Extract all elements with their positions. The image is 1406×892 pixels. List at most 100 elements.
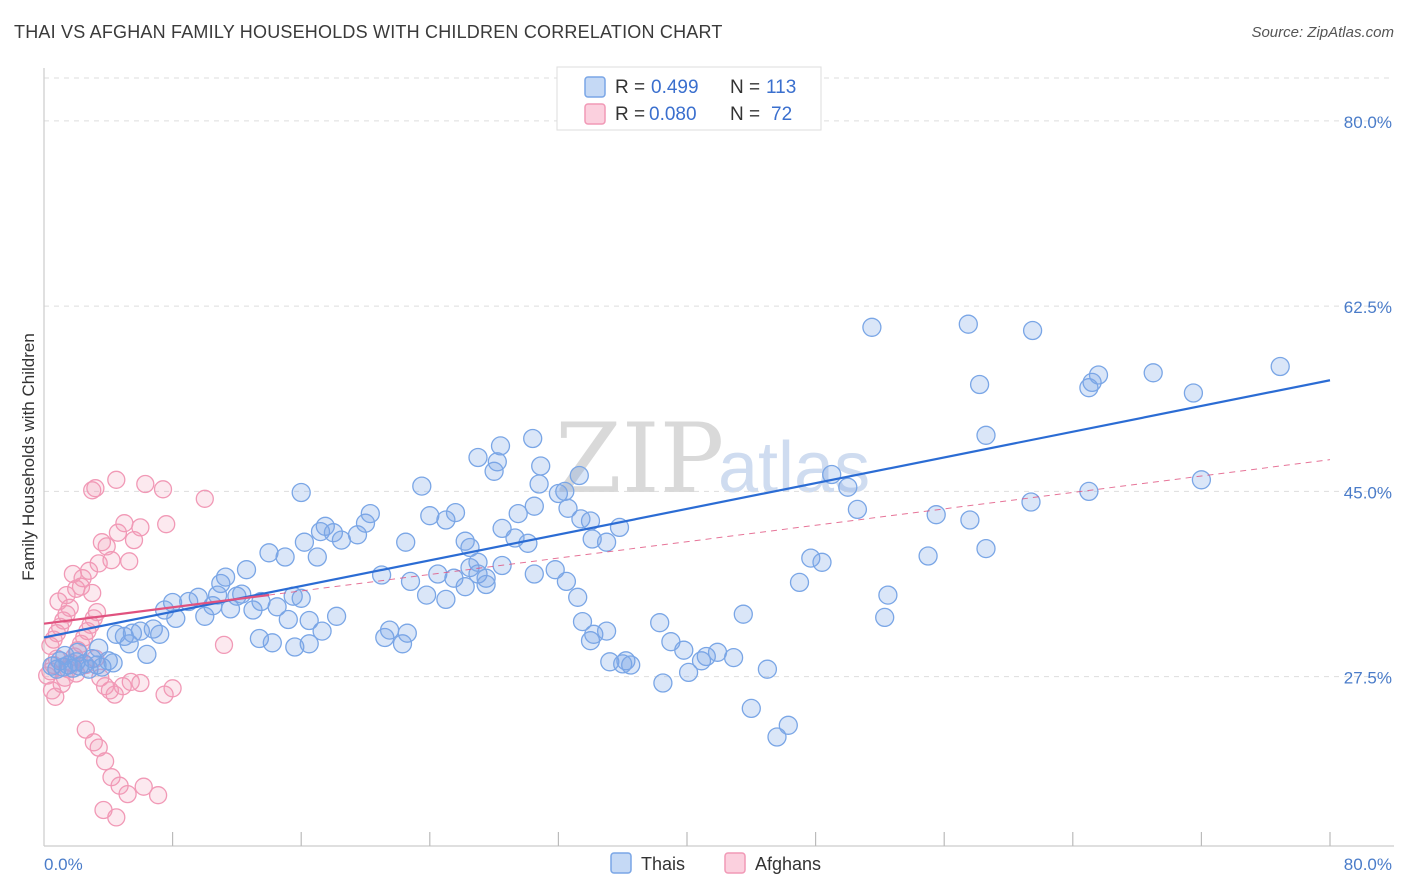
thai-point-133 — [757, 659, 778, 679]
thai-point-44 — [275, 547, 295, 567]
afghan-point-44 — [107, 470, 126, 489]
watermark-zip: ZIP — [555, 403, 724, 515]
thai-point-52 — [285, 637, 305, 657]
thai-point-64 — [360, 503, 380, 524]
legend-r-value-thai: 0.499 — [651, 77, 699, 98]
y-tick-labels: 27.5% 45.0% 62.5% 80.0% — [1344, 113, 1392, 688]
legend-n-label-afghan: N = — [730, 104, 760, 125]
thai-point-159 — [1191, 470, 1212, 490]
thai-point-42 — [259, 543, 279, 563]
thai-point-142 — [875, 607, 895, 628]
thai-point-158 — [1079, 481, 1099, 502]
thai-point-104 — [518, 533, 538, 553]
afghan-point-32 — [83, 583, 102, 603]
thai-point-37 — [215, 567, 236, 587]
thai-point-46 — [278, 609, 298, 630]
thai-point-60 — [323, 523, 344, 543]
thai-point-98 — [490, 436, 511, 456]
trend-lines — [43, 379, 1331, 639]
thai-point-144 — [918, 546, 938, 566]
thai-point-51 — [262, 633, 282, 653]
thai-point-107 — [558, 498, 578, 518]
thai-point-72 — [416, 585, 437, 605]
thai-point-84 — [445, 502, 466, 523]
thai-point-149 — [1021, 492, 1041, 512]
thai-point-102 — [531, 456, 551, 476]
legend-r-label-afghan: R = — [615, 104, 645, 125]
thai-point-154 — [862, 317, 882, 337]
afghan-point-37 — [108, 523, 128, 542]
thai-point-151 — [1082, 372, 1102, 393]
bottom-legend-swatch-afghan — [724, 852, 746, 874]
thai-point-87 — [468, 552, 488, 572]
thai-point-31 — [195, 606, 215, 626]
thai-point-146 — [960, 510, 980, 530]
thai-point-134 — [767, 727, 787, 747]
y-axis-title: Family Households with Children — [19, 333, 38, 581]
y-tick-label-3: 80.0% — [1344, 113, 1392, 132]
afghan-point-68 — [134, 777, 153, 796]
thai-point-23 — [137, 644, 157, 665]
afghan-point-64 — [95, 752, 115, 771]
afghan-point-57 — [121, 672, 140, 692]
thai-point-114 — [572, 611, 593, 632]
thai-point-93 — [529, 474, 549, 494]
thai-point-71 — [400, 571, 421, 592]
thai-point-140 — [838, 477, 858, 497]
thai-point-110 — [596, 532, 617, 552]
thai-trend-line — [43, 379, 1331, 639]
legend-r-label-thai: R = — [615, 77, 645, 98]
thai-point-160 — [1270, 356, 1290, 377]
afghan-point-43 — [86, 479, 105, 498]
thai-point-126 — [678, 662, 699, 683]
thai-point-122 — [613, 654, 633, 674]
thai-point-90 — [508, 503, 528, 524]
thai-point-69 — [397, 623, 417, 643]
afghan-point-47 — [157, 515, 176, 534]
thai-point-91 — [524, 496, 544, 516]
thai-point-73 — [428, 564, 448, 584]
axes — [43, 68, 1394, 847]
thai-point-113 — [568, 587, 588, 607]
thai-point-109 — [582, 529, 602, 549]
thai-point-138 — [812, 552, 832, 572]
thai-point-63 — [355, 513, 376, 533]
thai-point-54 — [312, 621, 332, 641]
thai-point-67 — [379, 620, 400, 640]
afghan-point-62 — [84, 733, 103, 752]
thai-point-161 — [1143, 363, 1163, 383]
bottom-legend: Thais Afghans — [610, 852, 821, 874]
afghan-point-36 — [102, 551, 121, 570]
thai-point-106 — [545, 560, 565, 580]
thai-point-47 — [291, 588, 311, 608]
thai-point-117 — [596, 621, 617, 641]
legend-n-label-thai: N = — [730, 77, 760, 98]
chart-title: THAI VS AFGHAN FAMILY HOUSEHOLDS WITH CH… — [14, 22, 723, 42]
legend-swatch-thai — [584, 76, 606, 98]
x-ticks — [172, 832, 1331, 846]
thai-point-55 — [326, 606, 347, 626]
thai-point-49 — [307, 547, 327, 567]
afghan-point-46 — [153, 480, 173, 499]
thai-point-157 — [1022, 320, 1043, 341]
bottom-legend-swatch-thai — [610, 852, 632, 874]
thai-point-95 — [569, 465, 589, 486]
thai-point-135 — [778, 715, 798, 735]
thai-point-39 — [236, 560, 257, 580]
thai-point-123 — [653, 673, 673, 693]
afghan-point-31 — [79, 561, 99, 580]
legend-n-value-thai: 113 — [766, 77, 796, 98]
legend-r-value-afghan: 0.080 — [649, 104, 697, 125]
afghan-trend-line-extrapolated — [268, 459, 1331, 596]
thai-point-68 — [392, 634, 413, 654]
thai-point-79 — [476, 574, 496, 595]
thai-point-43 — [267, 597, 287, 617]
thai-point-101 — [523, 428, 543, 449]
thai-point-24 — [143, 619, 163, 639]
thai-point-20 — [122, 623, 143, 643]
thai-point-16 — [68, 642, 88, 662]
thai-point-120 — [621, 655, 641, 675]
afghan-point-48 — [195, 489, 214, 508]
thai-point-141 — [847, 499, 868, 520]
